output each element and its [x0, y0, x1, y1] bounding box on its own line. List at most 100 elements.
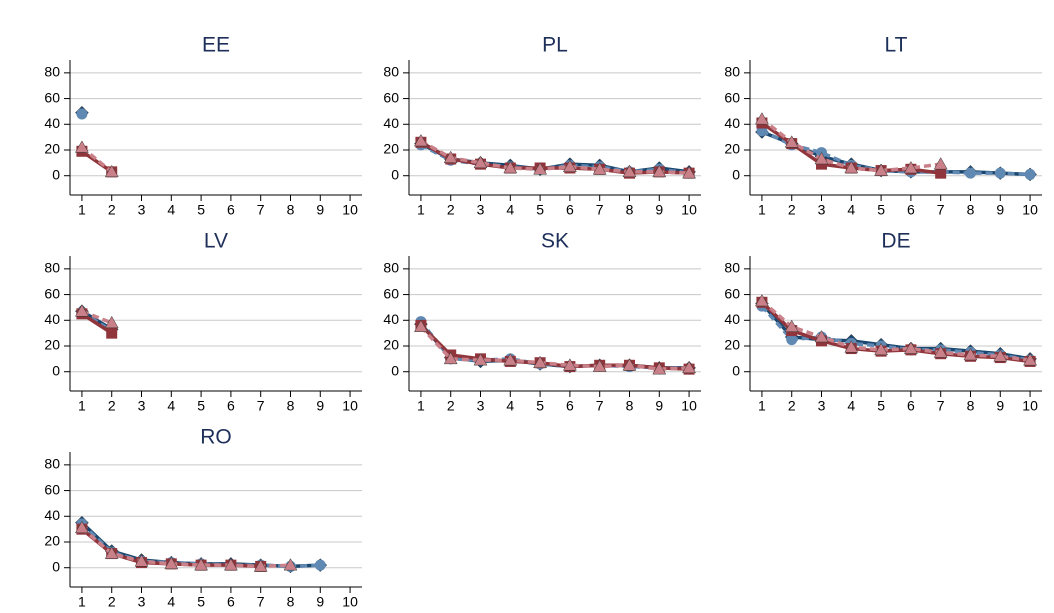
x-tick-label: 9 — [996, 202, 1004, 218]
marker — [935, 167, 947, 179]
y-tick-label: 80 — [44, 456, 60, 472]
x-tick-label: 7 — [257, 594, 265, 610]
x-tick-label: 4 — [506, 202, 514, 218]
y-tick-label: 60 — [724, 89, 740, 105]
x-tick-label: 8 — [287, 398, 295, 414]
y-tick-label: 40 — [383, 115, 399, 131]
x-tick-label: 6 — [227, 398, 235, 414]
marker — [993, 349, 1008, 362]
y-tick-label: 0 — [732, 362, 740, 378]
marker — [874, 342, 889, 356]
x-tick-label: 7 — [937, 398, 945, 414]
marker — [963, 347, 978, 361]
marker — [562, 358, 577, 371]
x-tick-label: 1 — [78, 202, 86, 218]
x-tick-label: 6 — [566, 202, 574, 218]
y-tick-label: 20 — [44, 141, 60, 157]
x-tick-label: 2 — [788, 202, 796, 218]
marker — [104, 546, 119, 559]
marker — [933, 157, 948, 170]
x-tick-label: 3 — [818, 202, 826, 218]
x-tick-label: 4 — [167, 398, 175, 414]
series-line — [761, 129, 1031, 177]
x-tick-label: 9 — [996, 398, 1004, 414]
x-tick-label: 5 — [197, 398, 205, 414]
y-tick-label: 40 — [44, 311, 60, 327]
marker — [314, 559, 326, 571]
marker — [283, 558, 298, 571]
marker — [413, 319, 428, 332]
marker — [253, 559, 268, 572]
y-tick-label: 20 — [383, 337, 399, 353]
y-tick-label: 20 — [383, 141, 399, 157]
x-tick-label: 4 — [506, 398, 514, 414]
x-tick-label: 1 — [417, 202, 425, 218]
series-line — [420, 139, 690, 175]
x-tick-label: 8 — [967, 202, 975, 218]
x-tick-label: 10 — [342, 398, 358, 414]
x-tick-label: 9 — [316, 398, 324, 414]
x-tick-label: 1 — [758, 202, 766, 218]
marker — [473, 353, 488, 366]
x-tick-label: 5 — [877, 202, 885, 218]
y-tick-label: 60 — [724, 285, 740, 301]
x-tick-label: 7 — [596, 398, 604, 414]
x-tick-label: 4 — [847, 398, 855, 414]
x-tick-label: 7 — [596, 202, 604, 218]
panel-title: RO — [200, 426, 232, 449]
x-tick-label: 10 — [342, 202, 358, 218]
marker — [223, 558, 238, 571]
marker — [933, 345, 948, 358]
marker — [503, 353, 518, 366]
y-tick-label: 80 — [383, 64, 399, 80]
marker — [503, 160, 518, 174]
marker — [76, 108, 88, 120]
x-tick-label: 6 — [227, 202, 235, 218]
x-tick-label: 7 — [257, 398, 265, 414]
marker — [844, 160, 859, 174]
marker — [194, 558, 209, 571]
x-tick-label: 2 — [447, 202, 455, 218]
x-tick-label: 1 — [417, 398, 425, 414]
marker — [74, 304, 89, 317]
marker — [164, 556, 179, 570]
marker — [844, 340, 859, 353]
y-tick-label: 60 — [44, 89, 60, 105]
x-tick-label: 10 — [681, 202, 697, 218]
marker — [443, 351, 458, 365]
x-tick-label: 4 — [167, 202, 175, 218]
marker — [622, 358, 637, 371]
x-tick-label: 3 — [138, 398, 146, 414]
y-tick-label: 0 — [52, 362, 60, 378]
y-tick-label: 20 — [44, 533, 60, 549]
marker — [874, 163, 889, 176]
marker — [74, 140, 89, 153]
x-tick-label: 7 — [937, 202, 945, 218]
marker — [1024, 168, 1036, 180]
x-tick-label: 10 — [1022, 202, 1038, 218]
series-line — [760, 304, 1031, 362]
marker — [533, 162, 548, 175]
y-tick-label: 80 — [44, 260, 60, 276]
x-tick-label: 1 — [78, 398, 86, 414]
x-tick-label: 3 — [138, 202, 146, 218]
y-tick-label: 60 — [44, 285, 60, 301]
x-tick-label: 5 — [536, 202, 544, 218]
x-tick-label: 4 — [167, 594, 175, 610]
series-line — [419, 325, 690, 371]
marker — [562, 159, 577, 172]
x-tick-label: 2 — [788, 398, 796, 414]
x-tick-label: 10 — [681, 398, 697, 414]
marker — [682, 166, 697, 179]
y-tick-label: 0 — [52, 558, 60, 574]
y-tick-label: 0 — [52, 166, 60, 182]
series-line — [760, 299, 1031, 362]
y-tick-label: 20 — [724, 337, 740, 353]
x-tick-label: 2 — [447, 398, 455, 414]
marker — [903, 341, 918, 354]
marker — [1023, 353, 1038, 366]
x-tick-label: 8 — [967, 398, 975, 414]
y-tick-label: 60 — [44, 481, 60, 497]
x-tick-label: 1 — [78, 594, 86, 610]
x-tick-label: 2 — [108, 398, 116, 414]
